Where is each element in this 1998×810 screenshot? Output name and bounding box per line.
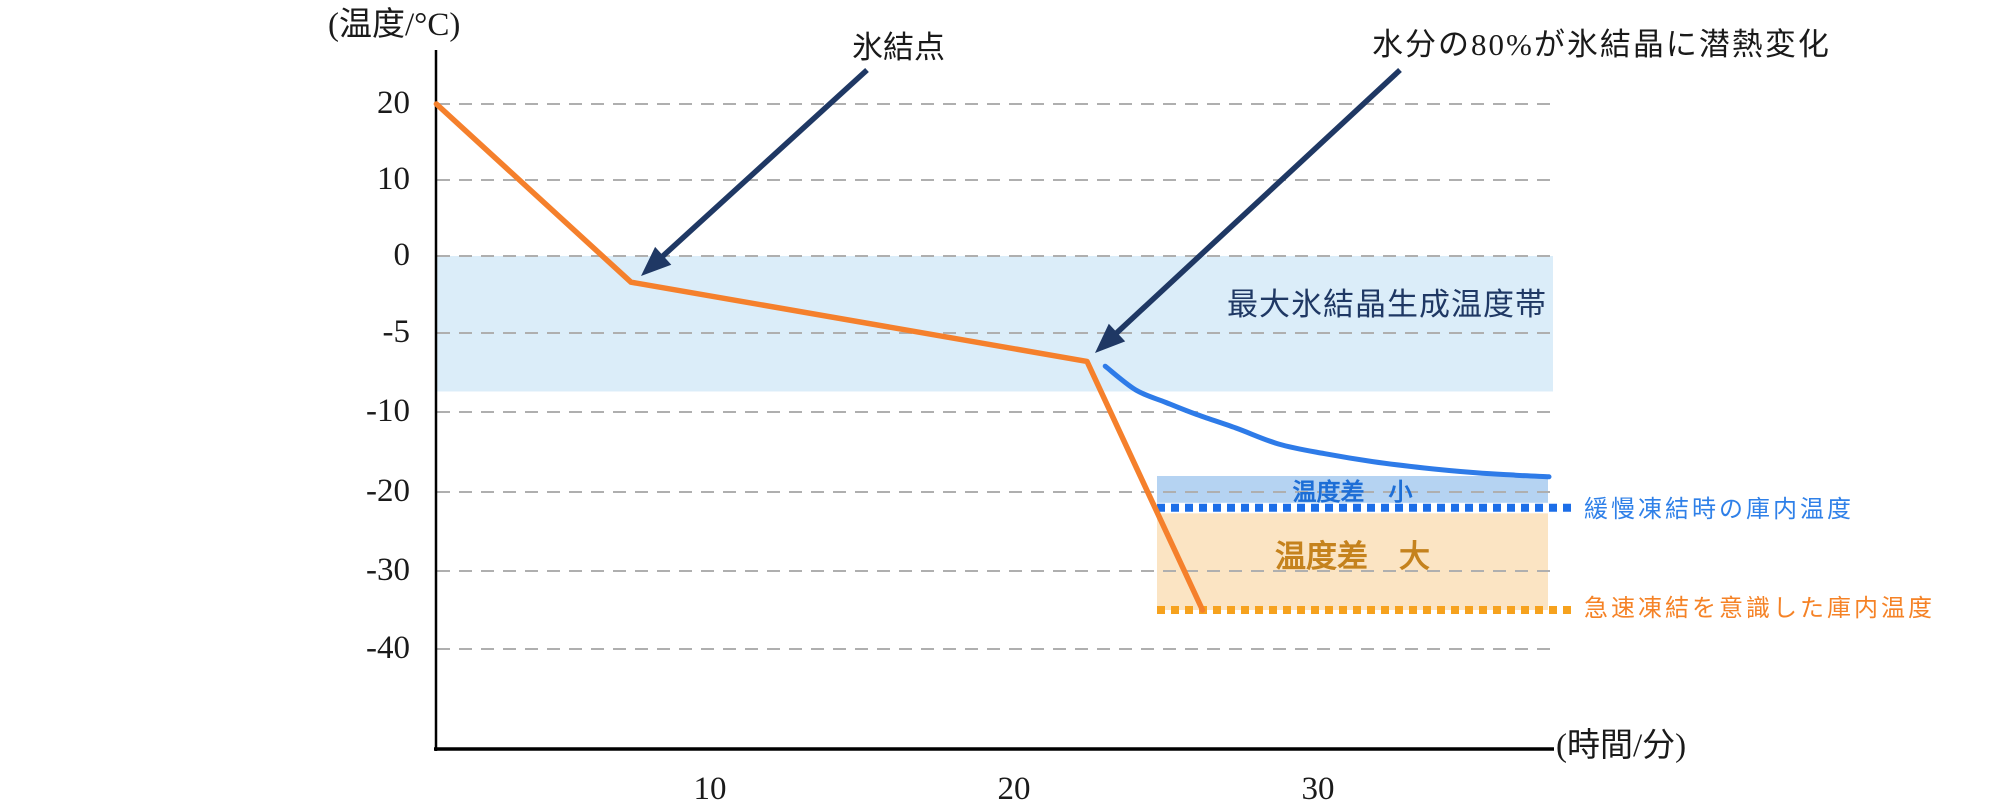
x-axis-title: (時間/分) <box>1556 728 1687 764</box>
rapid-freezing-curve <box>433 101 1206 613</box>
y-tick-label: -40 <box>366 630 410 666</box>
y-tick-label: -5 <box>382 314 411 350</box>
label-rapid-freezing-chamber-temp: 急速凍結を意識した庫内温度 <box>1584 596 1935 622</box>
band-label-max-ice-crystal-zone: 最大氷結晶生成温度帯 <box>1227 287 1547 322</box>
x-tick-label: 20 <box>997 771 1031 807</box>
annotation-latent-heat: 水分の80%が氷結晶に潜熱変化 <box>1372 27 1831 62</box>
slow-freezing-curve <box>1102 363 1552 480</box>
y-tick-label: 0 <box>393 237 411 273</box>
x-tick-label: 30 <box>1301 771 1335 807</box>
label-slow-freezing-chamber-temp: 緩慢凍結時の庫内温度 <box>1584 497 1854 523</box>
label-temp-diff-large: 温度差 大 <box>1275 539 1430 574</box>
x-tick-label: 10 <box>693 771 727 807</box>
y-tick-label: 20 <box>377 85 410 121</box>
y-tick-label: -20 <box>366 473 410 509</box>
annotation-arrow-line <box>656 67 869 262</box>
temp-diff-large-box <box>1157 513 1548 610</box>
y-tick-label: 10 <box>377 161 410 197</box>
y-axis-title: (温度/°C) <box>328 7 461 43</box>
temp-diff-small-box <box>1157 476 1548 503</box>
annotation-arrowhead <box>1095 323 1126 353</box>
label-temp-diff-small: 温度差 小 <box>1292 480 1413 506</box>
annotation-freezing-point: 氷結点 <box>852 30 945 65</box>
y-tick-label: -30 <box>366 552 410 588</box>
annotation-arrow-line <box>1110 67 1402 339</box>
annotation-arrowhead <box>641 246 672 276</box>
y-tick-label: -10 <box>366 393 410 429</box>
